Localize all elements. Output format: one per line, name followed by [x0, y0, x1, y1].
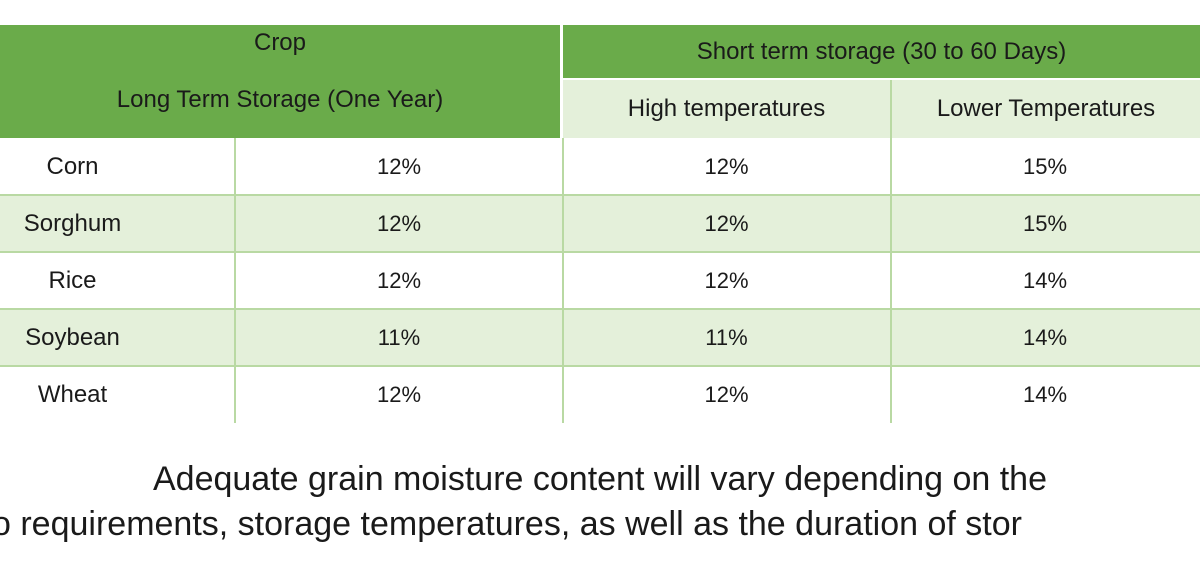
grid-line-subheader: [890, 80, 892, 138]
grid-line-header-divider: [561, 25, 563, 78]
long-term-cell: 12%: [376, 381, 422, 407]
header-high-temp-label: High temperatures: [627, 95, 826, 122]
header-short-term-label: Short term storage (30 to 60 Days): [696, 37, 1067, 65]
caption-line-2: o requirements, storage temperatures, as…: [0, 505, 1022, 543]
header-low-temp: Lower Temperatures: [892, 80, 1200, 138]
high-temp-cell: 12%: [704, 381, 749, 407]
grid-line-col3: [890, 138, 892, 423]
low-temp-cell: 14%: [1022, 324, 1068, 350]
caption-line-1: Adequate grain moisture content will var…: [152, 460, 1047, 498]
crop-cell: Soybean: [25, 323, 120, 351]
long-term-cell: 12%: [376, 267, 422, 293]
crop-cell: Wheat: [37, 380, 108, 408]
header-crop-block: Crop Long Term Storage (One Year): [0, 25, 560, 138]
table-row: Wheat 12% 12% 14%: [0, 366, 1200, 423]
grid-line-subheader-divider: [563, 78, 1200, 80]
grid-line-col2: [562, 138, 564, 423]
crop-cell: Sorghum: [23, 209, 122, 237]
header-high-temp: High temperatures: [563, 80, 890, 138]
low-temp-cell: 14%: [1022, 381, 1068, 407]
table-row: Corn 12% 12% 15%: [0, 138, 1200, 195]
crop-cell: Corn: [46, 152, 99, 180]
low-temp-cell: 14%: [1022, 267, 1068, 293]
grid-line-row: [0, 251, 1200, 253]
high-temp-cell: 12%: [704, 153, 749, 179]
grid-line-row: [0, 365, 1200, 367]
long-term-cell: 12%: [376, 153, 422, 179]
crop-cell: Rice: [48, 266, 97, 294]
table-row: Rice 12% 12% 14%: [0, 252, 1200, 309]
header-crop: Crop: [253, 29, 307, 56]
high-temp-cell: 12%: [704, 267, 749, 293]
high-temp-cell: 11%: [705, 324, 748, 350]
header-short-term: Short term storage (30 to 60 Days): [563, 25, 1200, 78]
grid-line-row: [0, 194, 1200, 196]
long-term-cell: 12%: [376, 210, 422, 236]
table-row: Sorghum 12% 12% 15%: [0, 195, 1200, 252]
low-temp-cell: 15%: [1022, 153, 1068, 179]
grid-line-row: [0, 308, 1200, 310]
high-temp-cell: 12%: [704, 210, 749, 236]
grid-line-col1: [234, 138, 236, 423]
header-long-term: Long Term Storage (One Year): [116, 86, 444, 113]
low-temp-cell: 15%: [1022, 210, 1068, 236]
header-low-temp-label: Lower Temperatures: [936, 95, 1156, 122]
table-row: Soybean 11% 11% 14%: [0, 309, 1200, 366]
long-term-cell: 11%: [377, 324, 421, 350]
